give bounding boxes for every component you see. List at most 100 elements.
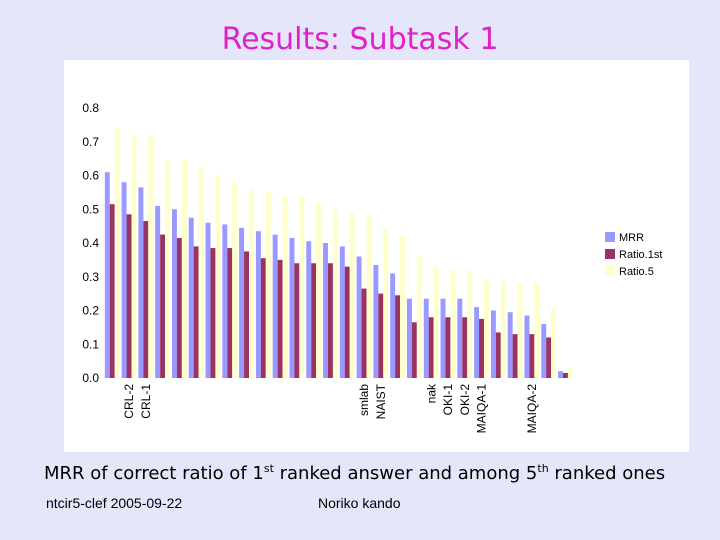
bar-ratio-1st: Ratio.1st: 0.12 [546,337,552,378]
bar-mrr: MRR: 0.46 [205,222,211,378]
bar-ratio-5: Ratio.5: 0.03 [567,367,573,378]
bar-ratio-5: Ratio.5: 0.58 [232,182,238,378]
bar-mrr: MRR: 0.16 [541,324,547,378]
bar-ratio-5: Ratio.5: 0.33 [433,266,439,378]
bar-ratio-1st: Ratio.1st: 0.25 [378,293,384,378]
bar-chart: 0.00.10.20.30.40.50.60.70.8 MRR: 0.61Rat… [82,101,662,433]
bar-ratio-1st: Ratio.1st: 0.385 [227,248,233,378]
bar-ratio-5: Ratio.5: 0.42 [400,236,406,378]
bar-ratio-1st: Ratio.1st: 0.33 [344,266,350,378]
y-tick-label: 0.3 [82,270,99,284]
bar-ratio-5: Ratio.5: 0.44 [383,229,389,378]
bar-mrr: MRR: 0.5 [171,209,177,378]
bar-ratio-5: Ratio.5: 0.28 [517,283,523,378]
bar-ratio-1st: Ratio.1st: 0.13 [529,334,535,378]
bar-ratio-5: Ratio.5: 0.5 [332,209,338,378]
chart-panel: 0.00.10.20.30.40.50.60.70.8 MRR: 0.61Rat… [64,60,689,452]
bar-ratio-5: Ratio.5: 0.72 [148,135,154,378]
bar-ratio-1st: Ratio.1st: 0.485 [126,214,132,378]
x-category-label: MAIQA-2 [525,384,539,434]
x-category-label: OKI-1 [441,384,455,416]
bar-ratio-1st: Ratio.1st: 0.34 [311,263,317,378]
bar-mrr: MRR: 0.415 [289,237,295,378]
bar-ratio-1st: Ratio.1st: 0.34 [294,263,300,378]
bar-ratio-1st: Ratio.1st: 0.355 [260,258,266,378]
bar-ratio-1st: Ratio.1st: 0.465 [143,221,149,378]
bar-ratio-1st: Ratio.1st: 0.415 [176,237,182,378]
bar-ratio-5: Ratio.5: 0.32 [450,270,456,378]
bar-ratio-5: Ratio.5: 0.56 [248,189,254,378]
bar-ratio-1st: Ratio.1st: 0.515 [109,204,115,378]
bar-mrr: MRR: 0.335 [373,264,379,378]
x-category-label: CRL-2 [122,384,136,419]
y-tick-label: 0.5 [82,202,99,216]
bar-mrr: MRR: 0.36 [356,256,362,378]
bar-ratio-1st: Ratio.1st: 0.13 [512,334,518,378]
bar-ratio-5: Ratio.5: 0.52 [316,202,322,378]
bar-mrr: MRR: 0.565 [138,187,144,378]
x-category-label: MAIQA-1 [475,384,489,434]
bar-mrr: MRR: 0.4 [323,243,328,378]
bar-ratio-1st: Ratio.1st: 0.35 [277,259,283,378]
y-tick-label: 0.7 [82,135,99,149]
y-tick-label: 0.0 [82,371,99,385]
bar-ratio-5: Ratio.5: 0.645 [165,160,171,378]
bar-mrr: MRR: 0.58 [121,182,127,378]
bar-ratio-5: Ratio.5: 0.21 [551,307,557,378]
bar-ratio-1st: Ratio.1st: 0.165 [411,322,417,378]
y-tick-label: 0.6 [82,169,99,183]
x-category-label: OKI-2 [458,384,472,416]
bar-ratio-5: Ratio.5: 0.54 [282,195,288,378]
bar-ratio-5: Ratio.5: 0.48 [366,216,372,378]
bar-ratio-1st: Ratio.1st: 0.015 [562,372,568,378]
y-tick-label: 0.8 [82,101,99,115]
bar-mrr: MRR: 0.235 [406,298,412,378]
bar-mrr: MRR: 0.425 [272,234,278,378]
bar-ratio-5: Ratio.5: 0.28 [534,283,540,378]
bar-ratio-1st: Ratio.1st: 0.18 [428,317,434,378]
y-tick-label: 0.4 [82,236,99,250]
bar-ratio-5: Ratio.5: 0.6 [215,175,221,378]
bar-group: MRR: 0.61Ratio.1st: 0.515Ratio.5: 0.74MR… [104,128,573,378]
bar-mrr: MRR: 0.61 [104,172,110,378]
bar-ratio-5: Ratio.5: 0.55 [265,192,271,378]
bar-ratio-1st: Ratio.1st: 0.385 [210,248,216,378]
legend-swatch-ratio-1st [605,249,615,259]
bar-ratio-1st: Ratio.1st: 0.18 [445,317,451,378]
bar-mrr: MRR: 0.235 [440,298,446,378]
bar-ratio-1st: Ratio.1st: 0.39 [193,246,199,378]
bar-mrr: MRR: 0.2 [490,310,496,378]
y-tick-label: 0.1 [82,337,99,351]
bar-ratio-5: Ratio.5: 0.36 [416,256,422,378]
bar-ratio-5: Ratio.5: 0.74 [114,128,120,378]
bar-ratio-1st: Ratio.1st: 0.34 [327,263,333,378]
y-axis: 0.0 0.1 0.2 0.3 0.4 0.5 0.6 0.7 0.8 [82,101,99,385]
bar-mrr: MRR: 0.185 [524,315,530,378]
bar-ratio-5: Ratio.5: 0.645 [181,160,187,378]
bar-ratio-5: Ratio.5: 0.625 [198,167,204,378]
bar-mrr: MRR: 0.445 [239,227,245,378]
x-axis-labels: CRL-2 CRL-1 smlab NAIST nak OKI-1 OKI-2 MAIQA-1… [122,383,539,433]
bar-ratio-1st: Ratio.1st: 0.425 [160,234,166,378]
bar-mrr: MRR: 0.195 [507,312,513,378]
bar-ratio-5: Ratio.5: 0.72 [131,135,137,378]
bar-mrr: MRR: 0.31 [390,273,396,378]
bar-ratio-1st: Ratio.1st: 0.135 [495,332,501,378]
bar-ratio-1st: Ratio.1st: 0.245 [395,295,401,378]
bar-ratio-5: Ratio.5: 0.49 [349,212,355,378]
bar-mrr: MRR: 0.21 [474,307,480,378]
legend-swatch-mrr [605,232,615,242]
x-category-label: NAIST [374,383,388,419]
legend-swatch-ratio-5 [605,266,615,276]
bar-mrr: MRR: 0.435 [255,231,261,378]
bar-ratio-1st: Ratio.1st: 0.18 [462,317,468,378]
bar-mrr: MRR: 0.455 [222,224,228,378]
x-category-label: CRL-1 [139,384,153,419]
legend-label-ratio-1st: Ratio.1st [619,249,662,261]
bar-mrr: MRR: 0.51 [155,205,161,378]
bar-mrr: MRR: 0.235 [457,298,463,378]
bar-ratio-5: Ratio.5: 0.29 [500,280,506,378]
bar-mrr: MRR: 0.405 [306,241,312,378]
bar-ratio-5: Ratio.5: 0.54 [299,195,305,378]
legend-label-ratio-5: Ratio.5 [619,266,654,278]
